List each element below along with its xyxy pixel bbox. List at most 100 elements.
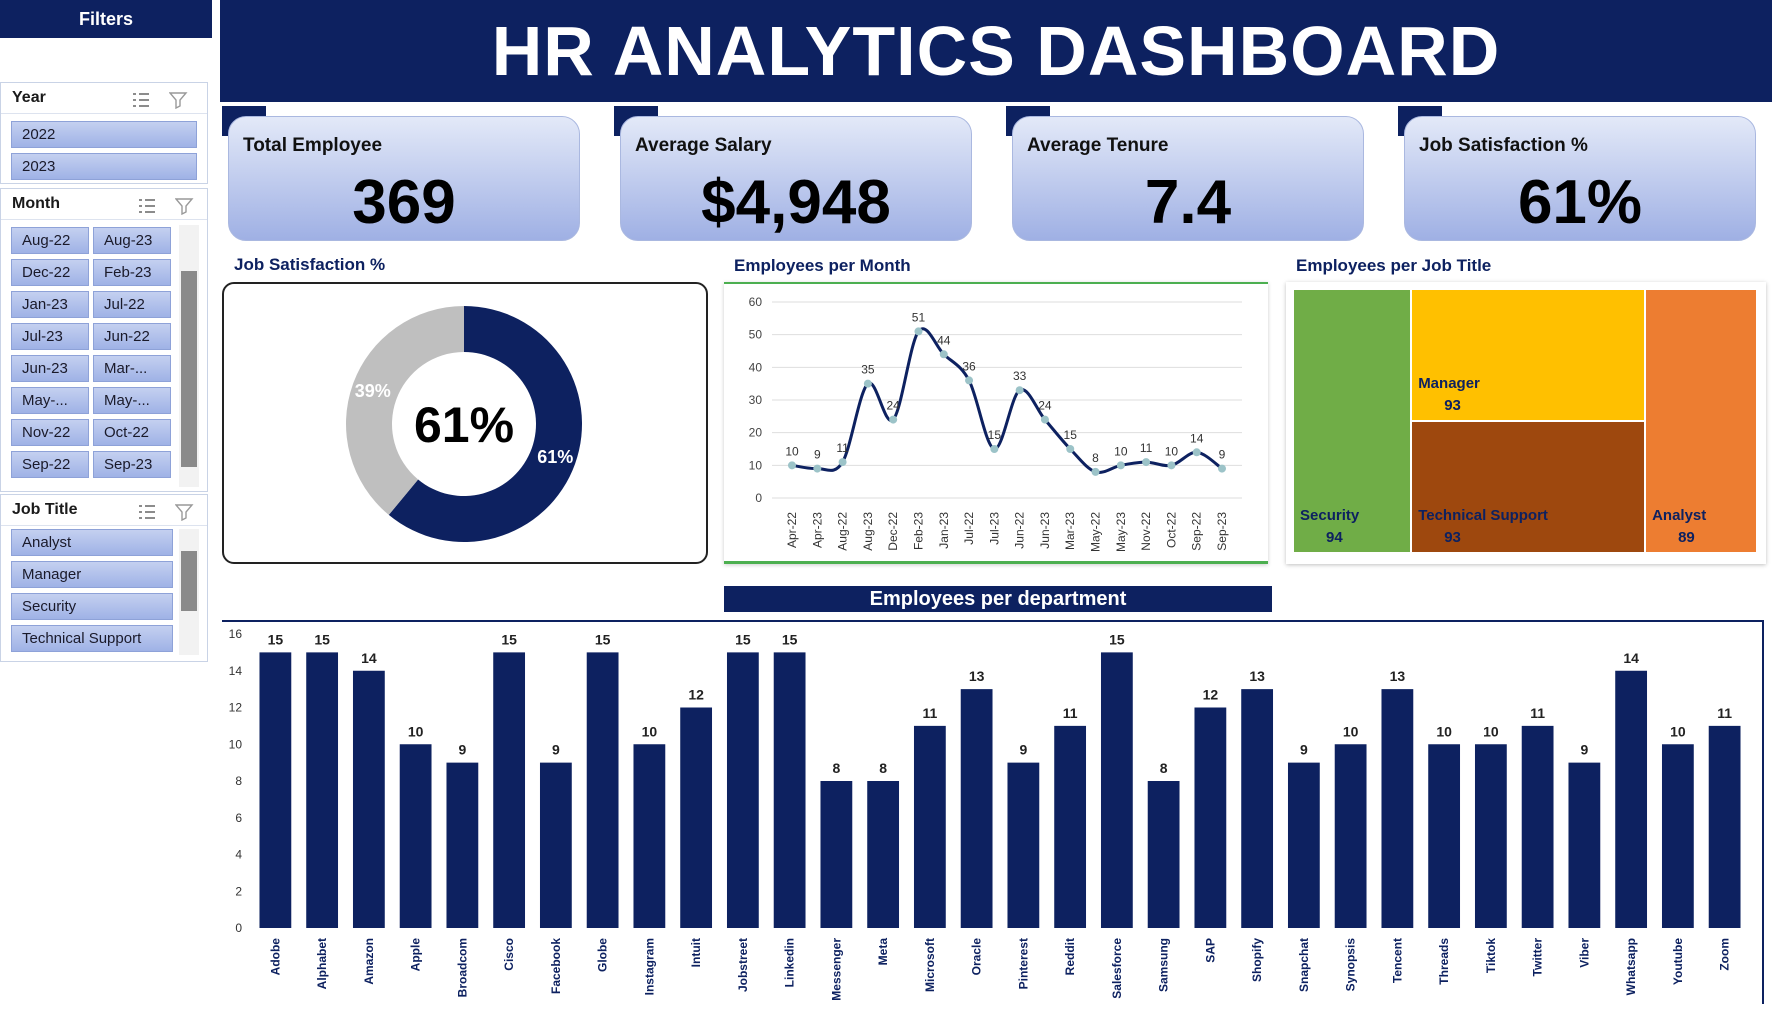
job-title-filter-chip[interactable]: Manager: [11, 561, 173, 588]
kpi-value: $4,948: [701, 168, 891, 237]
x-tick-label: Meta: [876, 938, 890, 966]
month-filter-chip[interactable]: Sep-22: [11, 451, 89, 478]
data-label: 8: [1160, 760, 1168, 776]
line-point: [813, 464, 822, 473]
x-tick-label: Apr-22: [785, 512, 799, 548]
data-label: 15: [268, 631, 284, 647]
month-scrollbar-thumb[interactable]: [181, 271, 197, 467]
x-tick-label: Tiktok: [1484, 938, 1498, 973]
y-tick-label: 8: [235, 774, 242, 788]
x-tick-label: Globe: [596, 938, 610, 972]
kpi-card-average-tenure: Average Tenure 7.4: [1012, 116, 1364, 241]
month-filter-chip[interactable]: May-...: [11, 387, 89, 414]
dashboard-banner: HR ANALYTICS DASHBOARD: [220, 0, 1772, 102]
bar: [1428, 744, 1461, 928]
kpi-label: Average Tenure: [1027, 135, 1169, 156]
month-filter-chip[interactable]: Sep-23: [93, 451, 171, 478]
multi-select-icon[interactable]: [137, 503, 157, 521]
donut-chart-title: Job Satisfaction %: [234, 255, 386, 274]
x-tick-label: Samsung: [1157, 938, 1171, 992]
data-label: 10: [642, 723, 658, 739]
month-filter-chip[interactable]: Aug-22: [11, 227, 89, 254]
data-label: 13: [969, 668, 985, 684]
month-filter-chip[interactable]: May-...: [93, 387, 171, 414]
line-chart-panel: 0 10 20 30 40 50 60 10 Apr-22 9 Apr-23 11 Aug-22 35 Au…: [724, 282, 1268, 564]
donut-center-label: 61%: [414, 397, 514, 453]
data-label: 13: [1390, 668, 1406, 684]
year-filter-chip[interactable]: 2022: [11, 121, 197, 148]
bar: [1287, 762, 1320, 928]
clear-filter-icon[interactable]: [175, 197, 195, 215]
month-filter-chip[interactable]: Jun-23: [11, 355, 89, 382]
data-label: 15: [595, 631, 611, 647]
treemap-tile: Manager 93: [1412, 290, 1645, 420]
data-label: 10: [785, 444, 799, 458]
x-tick-label: Whatsapp: [1624, 938, 1638, 995]
kpi-label: Average Salary: [635, 135, 772, 156]
data-label: 11: [836, 441, 849, 455]
year-slicer-header: [1, 83, 207, 114]
y-tick-label: 6: [235, 811, 242, 825]
data-label: 9: [1300, 742, 1308, 758]
y-tick-label: 10: [229, 737, 243, 751]
kpi-value: 7.4: [1144, 168, 1232, 237]
treemap-tile: Security 94: [1294, 290, 1411, 552]
data-label: 15: [501, 631, 517, 647]
x-tick-label: Youtube: [1671, 938, 1685, 985]
data-label: 24: [886, 399, 900, 413]
job-title-filter-chip[interactable]: Analyst: [11, 529, 173, 556]
job-title-scrollbar-thumb[interactable]: [181, 551, 197, 611]
bar: [913, 725, 946, 928]
data-label: 14: [1623, 650, 1639, 666]
month-filter-chip[interactable]: Oct-22: [93, 419, 171, 446]
bar: [306, 652, 339, 928]
line-point: [990, 445, 999, 453]
treemap-tile-label: Manager: [1418, 375, 1480, 392]
x-tick-label: Synopsis: [1344, 938, 1358, 992]
month-filter-chip[interactable]: Feb-23: [93, 259, 171, 286]
line-chart: 0 10 20 30 40 50 60 10 Apr-22 9 Apr-23 11 Aug-22 35 Au…: [749, 295, 1242, 552]
y-tick-label: 10: [749, 458, 763, 472]
kpi-value: 369: [352, 168, 456, 237]
x-tick-label: Shopify: [1250, 938, 1264, 982]
month-filter-chip[interactable]: Aug-23: [93, 227, 171, 254]
month-filter-chip[interactable]: Jul-22: [93, 291, 171, 318]
data-label: 10: [1343, 723, 1359, 739]
month-filter-chip[interactable]: Jan-23: [11, 291, 89, 318]
job-title-filter-chip[interactable]: Technical Support: [11, 625, 173, 652]
bar: [726, 652, 759, 928]
line-point: [1218, 464, 1226, 473]
multi-select-icon[interactable]: [137, 197, 157, 215]
month-slicer-title: Month: [12, 195, 60, 212]
month-slicer-header: [1, 189, 207, 220]
donut-slice-label: 39%: [355, 381, 391, 401]
data-label: 10: [1114, 444, 1128, 458]
clear-filter-icon[interactable]: [175, 503, 195, 521]
x-tick-label: Jun-22: [1013, 512, 1027, 549]
donut-slice: [346, 306, 464, 515]
data-label: 9: [1580, 742, 1588, 758]
treemap-tile-value: 93: [1444, 397, 1461, 414]
month-filter-chip[interactable]: Nov-22: [11, 419, 89, 446]
data-label: 10: [408, 723, 424, 739]
bar: [1241, 689, 1274, 928]
line-point: [1192, 448, 1201, 457]
line-point: [1040, 415, 1049, 424]
month-filter-chip[interactable]: Mar-...: [93, 355, 171, 382]
month-filter-chip[interactable]: Jun-22: [93, 323, 171, 350]
job-title-filter-chip[interactable]: Security: [11, 593, 173, 620]
month-filter-chip[interactable]: Dec-22: [11, 259, 89, 286]
year-filter-chip[interactable]: 2023: [11, 153, 197, 180]
x-tick-label: Feb-23: [911, 512, 925, 550]
kpi-card-average-salary: Average Salary $4,948: [620, 116, 972, 241]
x-tick-label: Instagram: [642, 938, 656, 995]
line-chart-title: Employees per Month: [734, 256, 911, 275]
data-label: 44: [937, 333, 951, 347]
bar: [493, 652, 526, 928]
x-tick-label: Viber: [1577, 938, 1591, 968]
line-point: [1066, 445, 1075, 453]
multi-select-icon[interactable]: [131, 91, 151, 109]
month-filter-chip[interactable]: Jul-23: [11, 323, 89, 350]
clear-filter-icon[interactable]: [169, 91, 189, 109]
treemap-tile: Analyst 89: [1646, 290, 1756, 552]
